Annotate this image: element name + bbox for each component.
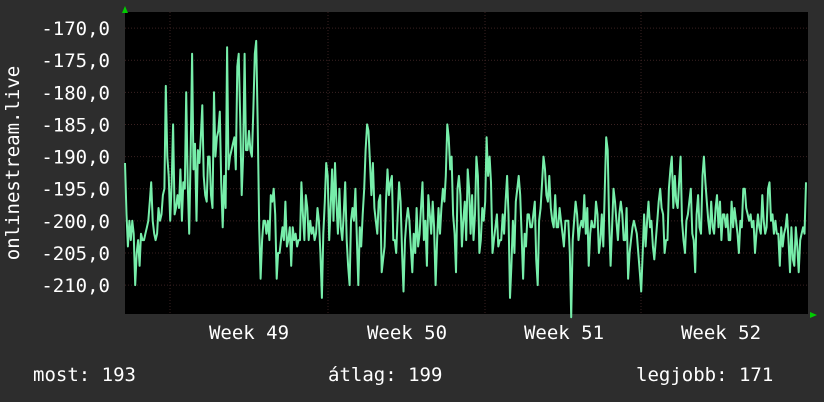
- x-axis-arrow: [810, 312, 817, 318]
- x-axis-ticks: Week 49 Week 50 Week 51 Week 52: [209, 322, 761, 344]
- y-tick-label: -175,0: [41, 50, 110, 72]
- y-tick-label: -180,0: [41, 82, 110, 104]
- series-line: [124, 39, 807, 319]
- x-tick-label: Week 51: [524, 322, 604, 344]
- y-tick-label: -200,0: [41, 211, 110, 233]
- y-axis-label: onlinestream.live: [2, 66, 24, 260]
- vertical-gridlines: [169, 12, 642, 314]
- y-tick-label: -195,0: [41, 179, 110, 201]
- y-axis-ticks: -170,0 -175,0 -180,0 -185,0 -190,0 -195,0 -200…: [41, 18, 110, 297]
- x-tick-label: Week 49: [209, 322, 289, 344]
- y-tick-label: -210,0: [41, 275, 110, 297]
- y-tick-label: -190,0: [41, 147, 110, 169]
- legend-average: átlag: 199: [328, 364, 443, 386]
- y-tick-label: -185,0: [41, 114, 110, 136]
- x-tick-label: Week 52: [681, 322, 761, 344]
- legend-current: most: 193: [33, 364, 136, 386]
- y-axis-arrow: [122, 6, 128, 13]
- y-tick-label: -170,0: [41, 18, 110, 40]
- legend-best: legjobb: 171: [636, 364, 774, 386]
- y-tick-label: -205,0: [41, 243, 110, 265]
- x-tick-label: Week 50: [367, 322, 447, 344]
